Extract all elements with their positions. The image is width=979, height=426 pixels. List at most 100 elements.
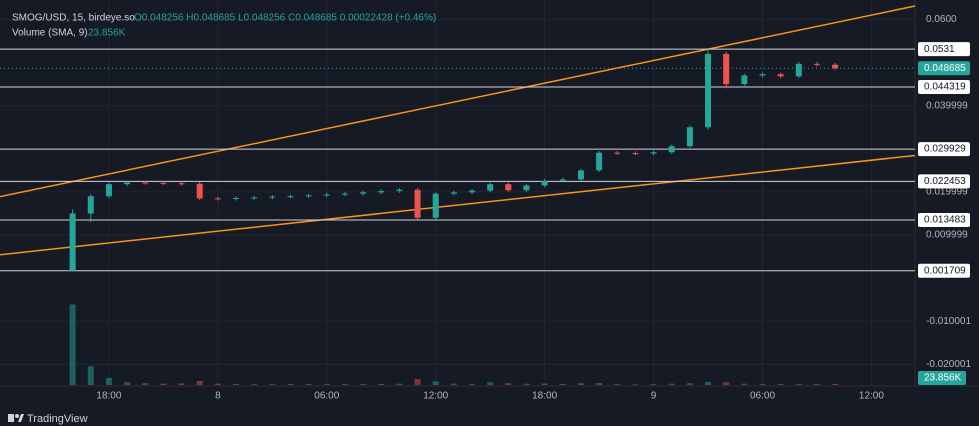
volume-bar [795,383,802,385]
volume-bar [523,383,530,385]
y-tick-label: -0.020001 [926,359,971,370]
price-label-box [918,174,970,189]
volume-bar [87,366,94,385]
labels: 18:00 8 06:00 12:00 18:00 9 06:00 12:00 0.0600 0.… [96,14,971,402]
price-label: 0.0531 [924,44,955,55]
x-tick-label: 18:00 [96,391,121,402]
volume-bar [105,377,112,385]
candle-body [360,192,367,194]
candle-body [505,184,512,191]
candle-body [305,195,312,197]
candle-body [287,196,294,198]
candle-body [269,196,276,198]
volume-bar [142,383,149,385]
trend-line [0,5,916,198]
candle-body [813,63,820,65]
candle-body [541,180,548,186]
candle-body [396,189,403,192]
y-tick-label: -0.010001 [926,316,971,327]
volume-bar [214,383,221,385]
volume-label: 23.856K [924,373,962,384]
price-label: 0.013483 [924,215,966,226]
candle-body [196,183,203,199]
candle-body [341,193,348,195]
volume-bar [396,383,403,385]
volume-bar [559,383,566,385]
last-price-label: 0.048685 [924,63,966,74]
x-tick-label: 12:00 [423,391,448,402]
volume-bar [577,383,584,385]
candle-body [251,197,258,199]
brand-logo [8,414,24,422]
candle-body [124,182,131,185]
volume-bar [305,384,312,385]
candle-body [178,183,185,185]
candle-body [469,190,476,193]
volume-bar [741,383,748,385]
candle-body [142,182,149,184]
candle-body [614,152,621,154]
volume-bar [360,384,367,385]
candle-body [69,213,76,271]
volume-bar [287,383,294,385]
volume-bar [341,384,348,385]
volume-bar [487,382,494,385]
candle-body [759,74,766,76]
candle-body [723,53,730,85]
volume-bar [632,384,639,385]
volume-bar [178,383,185,385]
symbol: SMOG/USD, 15, birdeye.so [12,13,135,24]
y-tick-label: 0.039999 [926,100,968,111]
price-label-box [918,42,970,57]
ohlc: O0.048256 H0.048685 L0.048256 C0.048685 … [134,13,436,24]
volume-bar [813,384,820,385]
candle-body [378,191,385,193]
volume-bar [650,384,657,385]
candle-body [832,64,839,69]
x-tick-label: 18:00 [532,391,557,402]
price-label-box [918,80,970,95]
price-label: 0.001709 [924,265,966,276]
x-tick-label: 9 [651,391,657,402]
volume-bar [614,384,621,385]
x-tick-label: 8 [215,391,221,402]
x-tick-label: 12:00 [859,391,884,402]
candle-body [105,184,112,197]
y-tick-label: 0.009999 [926,230,968,241]
last-price-box [918,61,970,76]
volume-bar [378,383,385,385]
volume-bar [414,379,421,385]
volume-bar [160,383,167,385]
price-label-box [918,213,970,228]
volume-bar [541,383,548,385]
candle-body [160,182,167,184]
price-label-box [918,142,970,157]
volume-bar [323,383,330,385]
candle-body [741,75,748,85]
volume-bar [251,384,258,385]
candle-body [233,197,240,199]
volume-bar [777,384,784,385]
volume-bar [705,381,712,385]
candle-body [577,170,584,180]
volume-bar [759,384,766,385]
volume-bar [505,383,512,385]
candle-body [487,184,494,191]
volume-bar [469,383,476,385]
trend-line [0,154,916,256]
x-tick-label: 06:00 [750,391,775,402]
candle-body [777,74,784,77]
candle-body [632,153,639,155]
candle-body [596,152,603,171]
price-label-box [918,263,970,278]
candle-body [705,53,712,128]
volume-bar [668,383,675,385]
volume-bar [686,383,693,385]
price-label: 0.029929 [924,144,966,155]
candle-body [559,179,566,181]
candle-body [668,146,675,153]
price-label: 0.044319 [924,82,966,93]
candle-body [650,152,657,154]
